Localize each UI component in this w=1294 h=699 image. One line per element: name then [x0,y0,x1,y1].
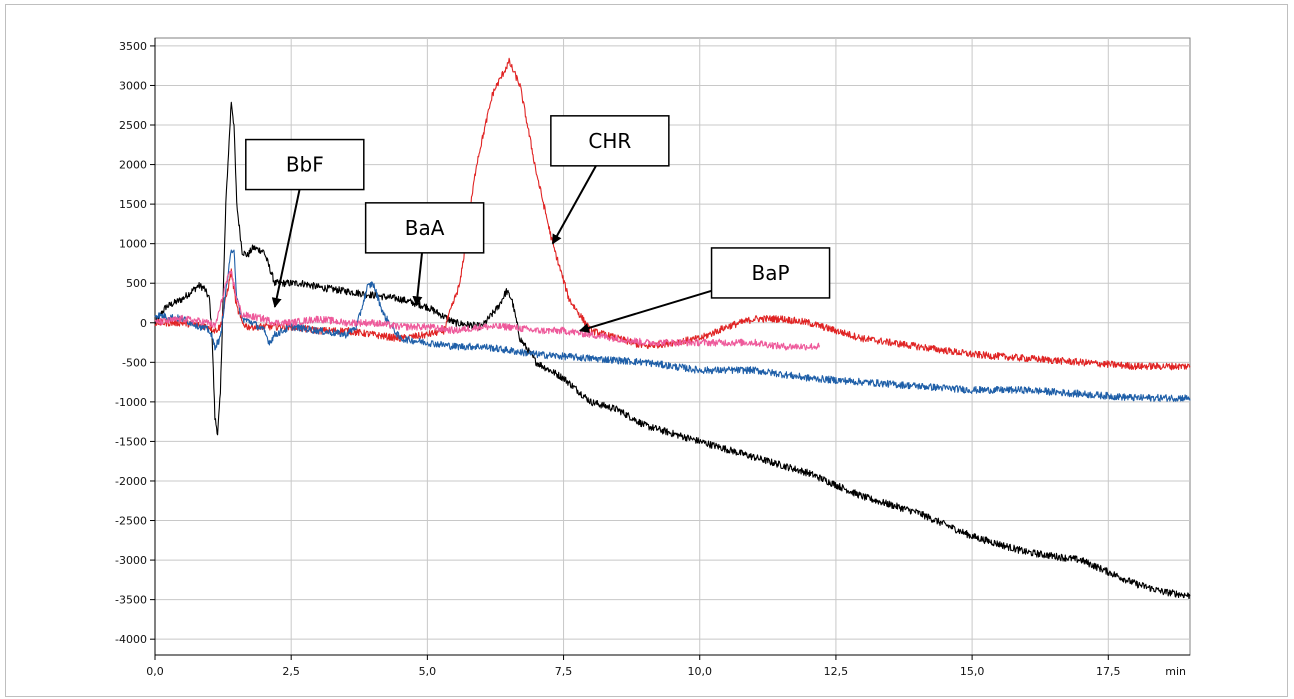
annotation-box [364,202,485,254]
x-tick-label: 15,0 [960,665,985,678]
y-tick-label: -4000 [115,633,147,646]
annotation-arrow [551,165,597,245]
y-tick-label: -500 [122,356,147,369]
annotation-label: BaP [752,261,790,285]
y-tick-label: 3500 [119,40,147,53]
series-group [154,57,1191,600]
series-line-3 [154,270,821,351]
annotation-arrow [412,252,424,307]
y-tick-label: -1000 [115,396,147,409]
annotation-label: BbF [286,153,324,177]
y-tick-label: 3000 [119,79,147,92]
annotation-box [550,115,670,167]
x-unit-label: min [1165,665,1186,678]
y-tick-label: 2500 [119,119,147,132]
annotation-box [245,138,365,191]
x-tick-label: 2,5 [282,665,300,678]
annotation-bap: BaP [578,247,831,333]
x-tick-label: 17,5 [1096,665,1121,678]
y-tick-label: -1500 [115,435,147,448]
x-tick-label: 10,0 [687,665,712,678]
y-tick-label: 0 [140,317,147,330]
annotation-arrow [271,189,301,308]
x-tick-label: 0,0 [146,665,164,678]
annotations: BbF BaA CHR BaP [245,115,831,333]
y-tick-label: -3000 [115,554,147,567]
axes: 0,0 2,5 5,0 7,5 10,0 12,5 15,0 17,5 min 3500 3000 2… [115,38,1190,678]
x-tick-label: 7,5 [555,665,573,678]
annotation-arrow [578,289,712,333]
annotation-label: CHR [588,129,631,153]
series-line-0 [154,101,1191,600]
y-tick-label: -2500 [115,515,147,528]
y-tick-label: 1000 [119,238,147,251]
chart-frame [5,4,1288,697]
annotation-label: BaA [405,216,445,240]
y-tick-label: 2000 [119,159,147,172]
y-tick-label: 1500 [119,198,147,211]
annotation-baa: BaA [364,202,485,307]
annotation-bbf: BbF [245,138,365,308]
y-tick-label: -2000 [115,475,147,488]
x-tick-label: 12,5 [824,665,849,678]
annotation-box [710,247,831,299]
grid [154,37,1191,656]
series-line-2 [154,249,1191,402]
annotation-chr: CHR [550,115,670,245]
x-tick-label: 5,0 [419,665,437,678]
y-tick-label: 500 [126,277,147,290]
y-tick-label: -3500 [115,594,147,607]
